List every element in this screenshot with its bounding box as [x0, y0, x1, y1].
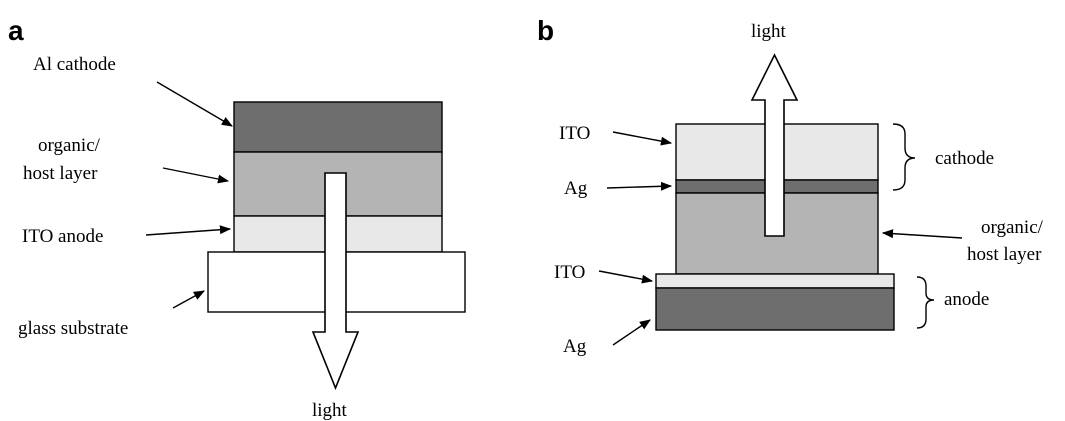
panel-b-label-anode: anode [944, 289, 989, 310]
panel-b-light-arrow [750, 53, 799, 237]
panel-b: b light ITO Ag cathode organic/ host lay… [537, 15, 1044, 357]
panel-b-label-light: light [751, 21, 787, 42]
panel-b-letter: b [537, 15, 554, 46]
panel-a-pointer-ito [145, 225, 232, 236]
panel-a: a Al cathode organic/ host layer ITO ano… [8, 15, 466, 421]
panel-a-label-ito-anode: ITO anode [22, 226, 103, 247]
panel-b-label-organic-1: organic/ [981, 217, 1044, 238]
panel-a-label-glass-substrate: glass substrate [18, 318, 128, 339]
panel-b-label-ito-bottom: ITO [554, 262, 585, 283]
panel-a-label-light: light [312, 400, 348, 421]
panel-b-pointer-organic [881, 229, 963, 239]
panel-a-letter: a [8, 15, 24, 46]
panel-b-label-ag-top: Ag [564, 178, 588, 199]
panel-a-cathode-layer [233, 101, 443, 153]
panel-b-anode-brace [916, 276, 935, 329]
panel-a-pointer-substrate [172, 290, 205, 309]
panel-b-label-ag-bottom: Ag [563, 336, 587, 357]
panel-b-cathode-brace [892, 123, 916, 191]
panel-b-pointer-ag-bottom [612, 319, 651, 346]
panel-b-pointer-ag-top [606, 181, 673, 191]
panel-b-label-ito-top: ITO [559, 123, 590, 144]
panel-b-label-cathode: cathode [935, 148, 994, 169]
panel-a-label-organic-2: host layer [23, 163, 98, 184]
panel-b-label-organic-2: host layer [967, 244, 1042, 265]
panel-a-pointer-cathode [156, 81, 233, 127]
panel-a-label-al-cathode: Al cathode [33, 54, 116, 75]
panel-a-pointer-organic [162, 167, 230, 184]
panel-b-pointer-ito-top [612, 131, 673, 146]
panel-b-ag-bottom-layer [655, 287, 895, 331]
panel-a-label-organic-1: organic/ [38, 135, 101, 156]
panel-b-pointer-ito-bottom [598, 270, 654, 284]
panel-a-light-arrow [311, 172, 360, 391]
panel-b-ito-bottom-layer [655, 273, 895, 289]
